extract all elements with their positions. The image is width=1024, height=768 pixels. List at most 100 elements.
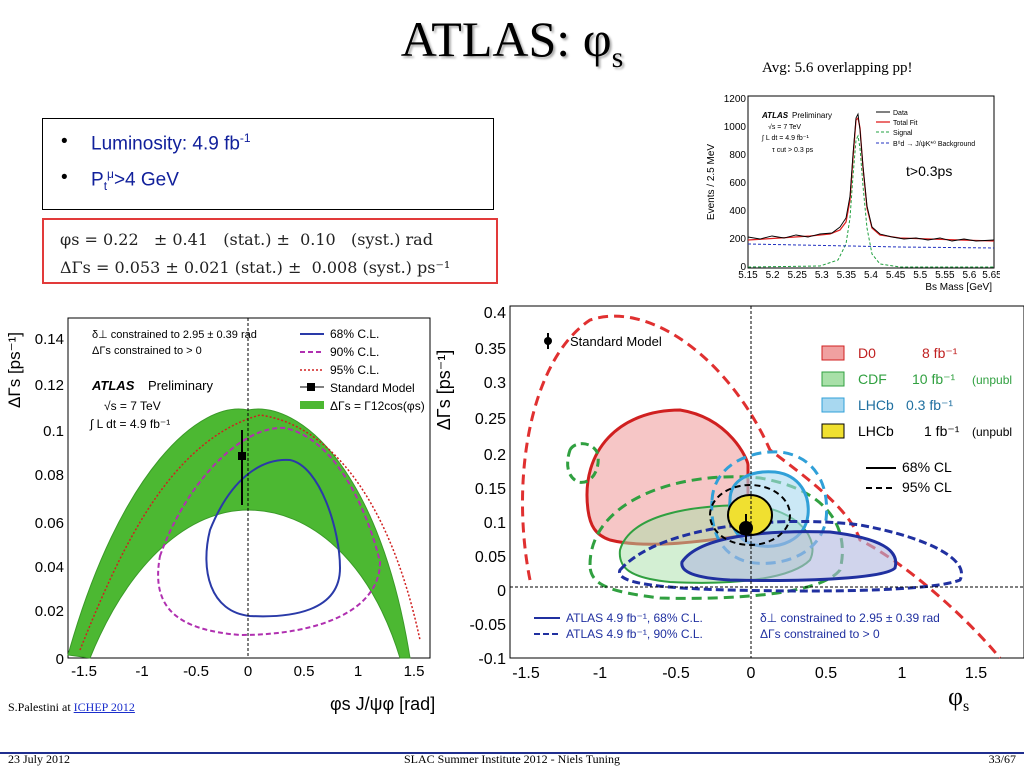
svg-text:-0.5: -0.5 bbox=[183, 663, 209, 680]
svg-text:68% C.L.: 68% C.L. bbox=[330, 327, 379, 341]
svg-text:8 fb⁻¹: 8 fb⁻¹ bbox=[922, 345, 958, 361]
svg-text:D0: D0 bbox=[858, 345, 876, 361]
mass-preliminary-label: Preliminary bbox=[792, 111, 832, 120]
title-main: ATLAS: φ bbox=[400, 11, 612, 67]
svg-text:0.12: 0.12 bbox=[35, 377, 64, 394]
svg-text:ATLAS 4.9 fb⁻¹, 90% C.L.: ATLAS 4.9 fb⁻¹, 90% C.L. bbox=[566, 627, 703, 641]
svg-text:1.5: 1.5 bbox=[965, 665, 987, 682]
svg-text:5.15: 5.15 bbox=[738, 270, 758, 281]
svg-text:5.35: 5.35 bbox=[837, 270, 857, 281]
credit: S.Palestini at ICHEP 2012 bbox=[8, 700, 135, 714]
svg-text:200: 200 bbox=[729, 234, 746, 245]
svg-text:0.5: 0.5 bbox=[815, 665, 837, 682]
left-preliminary-label: Preliminary bbox=[148, 378, 214, 393]
svg-text:1200: 1200 bbox=[724, 94, 747, 105]
mass-plot-xlabel: Bs Mass [GeV] bbox=[925, 282, 992, 293]
right-yticks: -0.1 -0.05 0 0.05 0.1 0.15 0.2 0.25 0.3 … bbox=[470, 305, 507, 668]
svg-text:B⁰d → J/ψK*⁰ Background: B⁰d → J/ψK*⁰ Background bbox=[893, 140, 975, 148]
right-xticks: -1.5 -1 -0.5 0 0.5 1 1.5 bbox=[512, 665, 987, 682]
mass-legend: Data Total Fit Signal B⁰d → J/ψK*⁰ Backg… bbox=[876, 110, 975, 148]
footer-date: 23 July 2012 bbox=[8, 752, 71, 766]
result-phis: φs = 0.22 ± 0.41 (stat.) ± 0.10 (syst.) … bbox=[60, 230, 433, 249]
svg-text:0.14: 0.14 bbox=[35, 331, 64, 348]
mass-signal bbox=[747, 134, 994, 268]
svg-text:0.5: 0.5 bbox=[294, 663, 315, 680]
svg-text:95% CL: 95% CL bbox=[902, 479, 952, 495]
svg-text:600: 600 bbox=[729, 178, 746, 189]
mass-cut: τ cut > 0.3 ps bbox=[772, 147, 814, 154]
svg-text:5.5: 5.5 bbox=[913, 270, 927, 281]
left-atlas-label: ATLAS bbox=[91, 378, 135, 393]
right-atlas-legend: ATLAS 4.9 fb⁻¹, 68% C.L. ATLAS 4.9 fb⁻¹,… bbox=[534, 611, 940, 641]
svg-text:0: 0 bbox=[56, 651, 64, 668]
svg-text:5.25: 5.25 bbox=[787, 270, 807, 281]
svg-text:5.45: 5.45 bbox=[886, 270, 906, 281]
left-constraint1: δ⊥ constrained to 2.95 ± 0.39 rad bbox=[92, 329, 257, 341]
left-ylabel: ΔΓs [ps⁻¹] bbox=[5, 332, 24, 408]
svg-text:0.4: 0.4 bbox=[484, 305, 506, 322]
left-constraint2: ΔΓs constrained to > 0 bbox=[92, 345, 202, 357]
ichep-link[interactable]: ICHEP 2012 bbox=[73, 700, 135, 714]
left-sqrts: √s = 7 TeV bbox=[104, 399, 161, 413]
svg-text:-0.1: -0.1 bbox=[478, 651, 506, 668]
mass-plot-xticks: 5.15 5.2 5.25 5.3 5.35 5.4 5.45 5.5 5.55… bbox=[738, 270, 1000, 281]
svg-text:1: 1 bbox=[898, 665, 907, 682]
svg-text:0: 0 bbox=[740, 262, 746, 273]
avg-note: Avg: 5.6 overlapping pp! bbox=[762, 60, 913, 76]
mass-lumi: ∫ L dt = 4.9 fb⁻¹ bbox=[761, 135, 809, 142]
svg-text:95% C.L.: 95% C.L. bbox=[330, 363, 379, 377]
svg-text:Standard Model: Standard Model bbox=[330, 381, 415, 395]
left-xticks: -1.5 -1 -0.5 0 0.5 1 1.5 bbox=[71, 663, 424, 680]
svg-text:ΔΓs = Γ12cos(φs): ΔΓs = Γ12cos(φs) bbox=[330, 399, 425, 413]
mass-data bbox=[747, 112, 995, 242]
svg-text:0.15: 0.15 bbox=[475, 481, 506, 498]
left-yticks: 0 0.02 0.04 0.06 0.08 0.1 0.12 0.14 bbox=[35, 331, 64, 668]
svg-text:0: 0 bbox=[747, 665, 756, 682]
right-ylabel: ΔΓs [ps⁻¹] bbox=[434, 350, 454, 430]
svg-text:-1: -1 bbox=[593, 665, 607, 682]
right-sm-legend: Standard Model bbox=[570, 334, 662, 349]
svg-text:-0.5: -0.5 bbox=[662, 665, 690, 682]
results-box: φs = 0.22 ± 0.41 (stat.) ± 0.10 (syst.) … bbox=[42, 218, 498, 284]
svg-text:5.55: 5.55 bbox=[935, 270, 955, 281]
svg-text:-0.05: -0.05 bbox=[470, 617, 507, 634]
svg-text:1000: 1000 bbox=[724, 122, 747, 133]
svg-text:1: 1 bbox=[354, 663, 362, 680]
svg-text:0.05: 0.05 bbox=[475, 549, 506, 566]
svg-text:-1.5: -1.5 bbox=[71, 663, 97, 680]
svg-text:ΔΓs constrained to > 0: ΔΓs constrained to > 0 bbox=[760, 627, 880, 641]
svg-text:5.2: 5.2 bbox=[766, 270, 780, 281]
svg-text:0.02: 0.02 bbox=[35, 603, 64, 620]
svg-text:CDF: CDF bbox=[858, 371, 887, 387]
svg-text:Signal: Signal bbox=[893, 130, 913, 137]
svg-text:0.06: 0.06 bbox=[35, 515, 64, 532]
d0-contour-95 bbox=[521, 314, 1002, 659]
slide-title: ATLAS: φs bbox=[0, 8, 1024, 89]
svg-text:Data: Data bbox=[893, 110, 908, 117]
bullet-luminosity: Luminosity: 4.9 fb-1 bbox=[61, 131, 493, 155]
svg-text:0: 0 bbox=[244, 663, 252, 680]
result-dgamma: ΔΓs = 0.053 ± 0.021 (stat.) ± 0.008 (sys… bbox=[60, 258, 451, 277]
svg-text:90% C.L.: 90% C.L. bbox=[330, 345, 379, 359]
svg-text:5.4: 5.4 bbox=[864, 270, 878, 281]
luminosity-box: Luminosity: 4.9 fb-1 Ptμ>4 GeV bbox=[42, 118, 494, 210]
svg-text:0.3 fb⁻¹: 0.3 fb⁻¹ bbox=[906, 397, 953, 413]
svg-text:0.3: 0.3 bbox=[484, 375, 506, 392]
svg-text:5.3: 5.3 bbox=[815, 270, 829, 281]
svg-text:0.1: 0.1 bbox=[484, 515, 506, 532]
svg-text:0.04: 0.04 bbox=[35, 559, 64, 576]
left-legend: 68% C.L. 90% C.L. 95% C.L. Standard Mode… bbox=[300, 327, 425, 413]
left-contour-plot: 0 0.02 0.04 0.06 0.08 0.1 0.12 0.14 -1.5… bbox=[5, 317, 435, 714]
svg-text:LHCb: LHCb bbox=[858, 423, 894, 439]
mass-plot-frame bbox=[747, 95, 995, 269]
left-contour-90 bbox=[157, 426, 382, 637]
svg-text:(unpubl: (unpubl bbox=[972, 425, 1012, 439]
left-xlabel: φs J/ψφ [rad] bbox=[330, 694, 435, 714]
svg-text:10 fb⁻¹: 10 fb⁻¹ bbox=[912, 371, 956, 387]
svg-text:0.2: 0.2 bbox=[484, 447, 506, 464]
bullet-pt: Ptμ>4 GeV bbox=[61, 167, 493, 193]
left-band bbox=[67, 408, 411, 659]
lhcb1-contour-68 bbox=[727, 494, 773, 536]
svg-text:-1.5: -1.5 bbox=[512, 665, 540, 682]
mass-atlas-label: ATLAS bbox=[761, 111, 789, 120]
